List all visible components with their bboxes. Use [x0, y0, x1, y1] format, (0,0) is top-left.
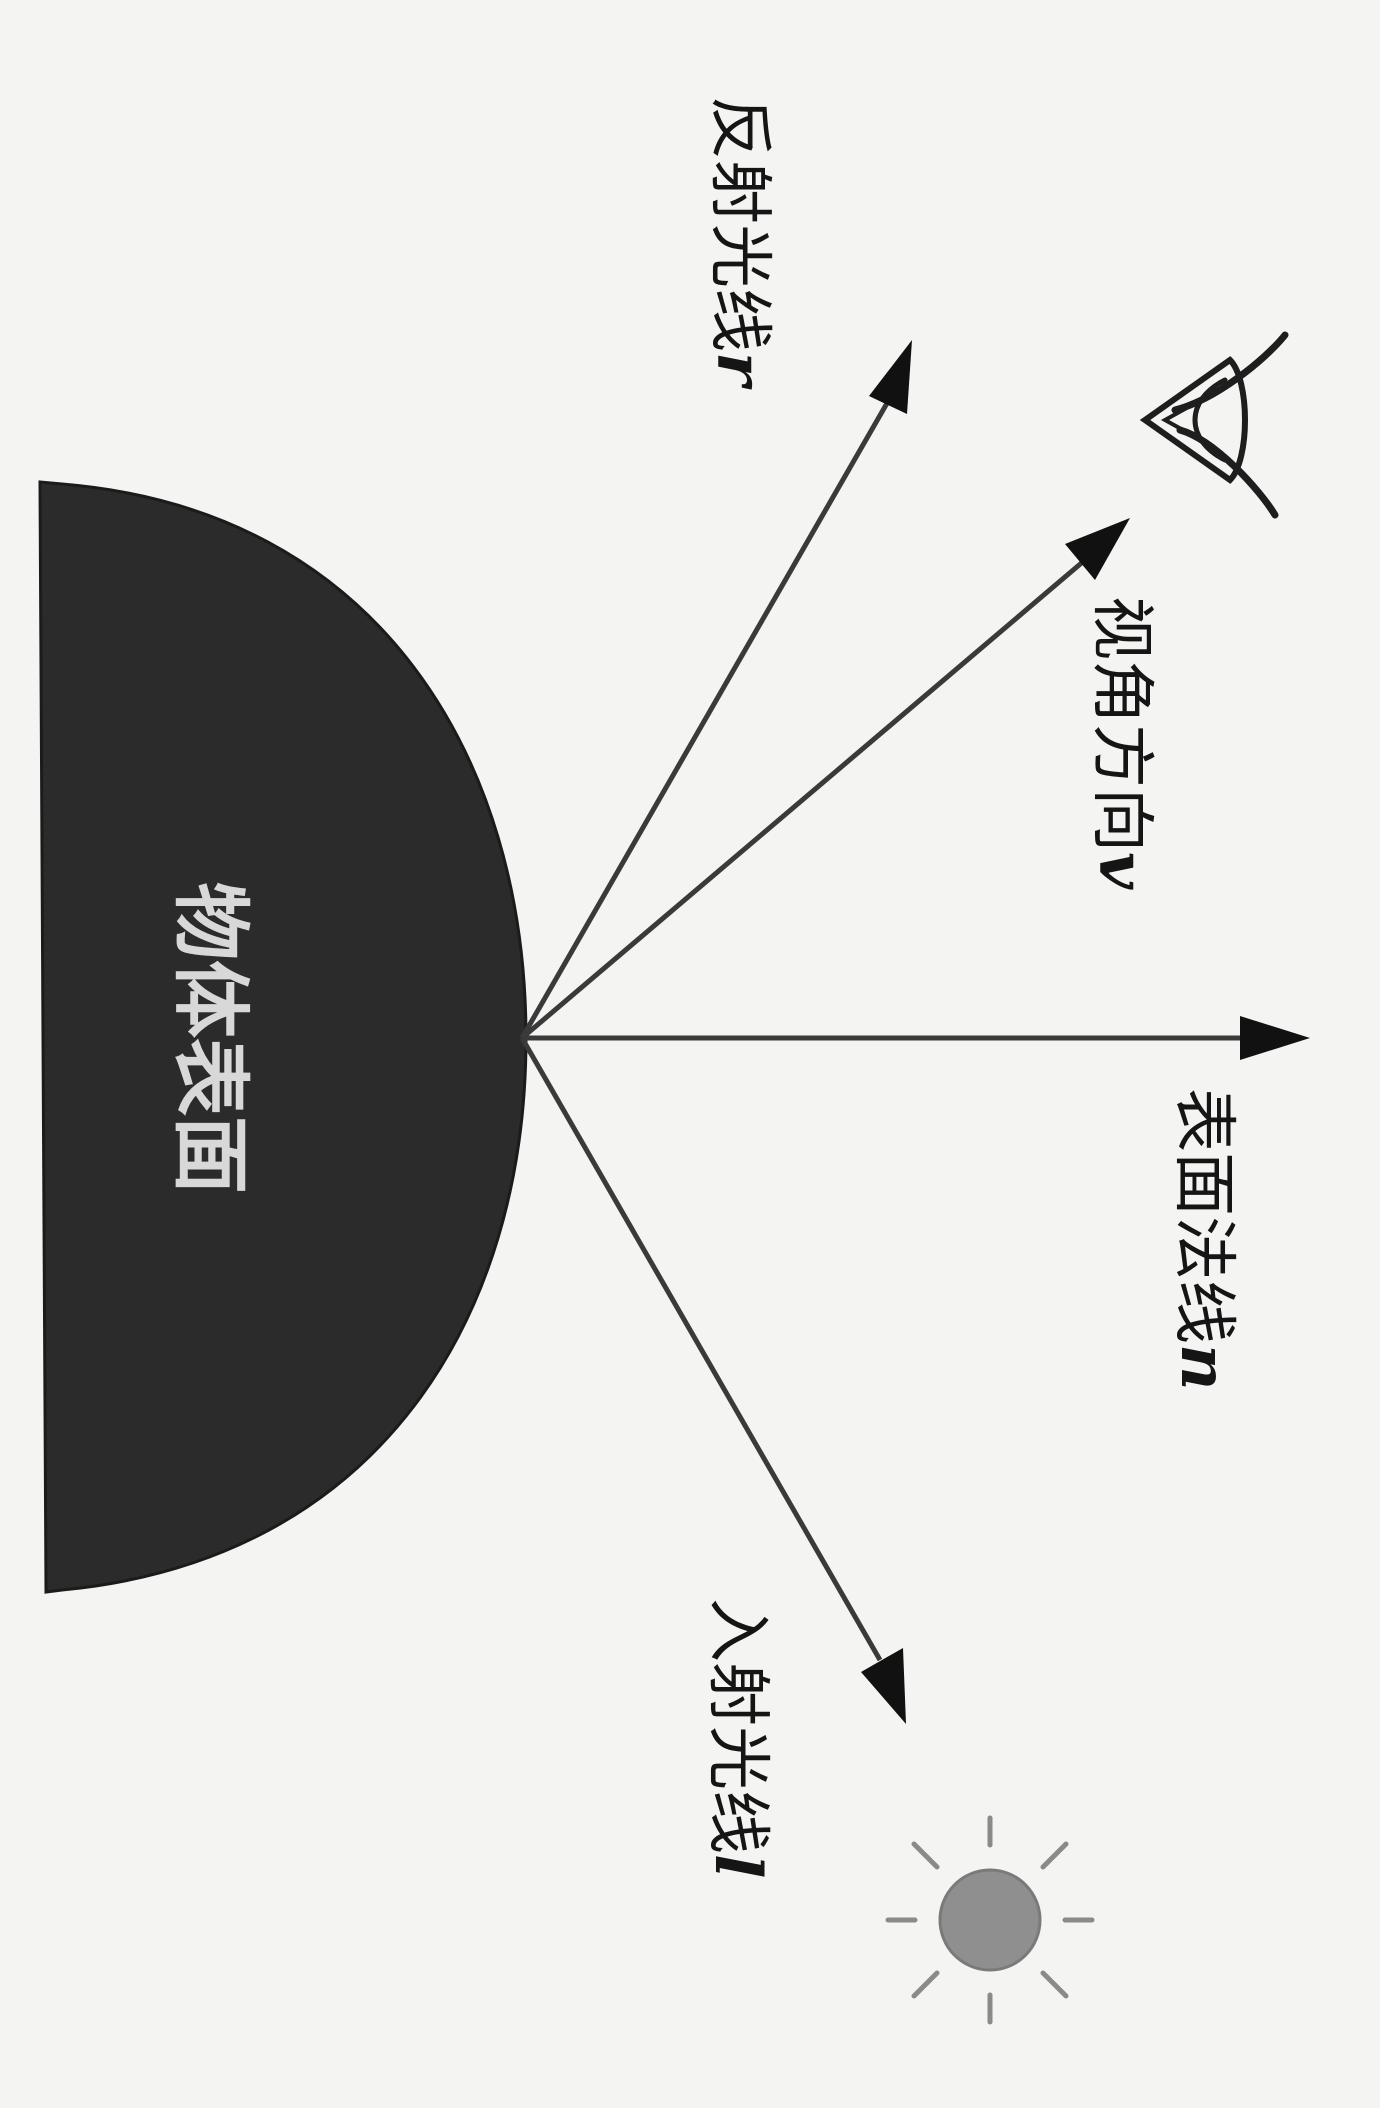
sun-icon	[885, 1815, 1095, 2025]
view-direction-label: 视角方向v	[1084, 596, 1159, 890]
reflected-ray	[519, 396, 893, 1040]
reflected-ray-label: 反射光线r	[702, 96, 777, 390]
incident-ray	[519, 1036, 883, 1662]
rays	[519, 340, 1310, 1724]
surface-normal-label: 表面法线n	[1166, 1088, 1241, 1391]
view-arrowhead	[1065, 518, 1130, 580]
reflected-arrowhead	[869, 340, 912, 414]
incident-ray-label: 入射光线l	[700, 1598, 775, 1878]
surface-label: 物体表面	[165, 882, 255, 1194]
incident-arrowhead	[861, 1648, 906, 1724]
object-surface	[38, 480, 528, 1594]
normal-arrowhead	[1240, 1016, 1310, 1060]
eye-icon	[1139, 331, 1289, 519]
view-ray	[520, 558, 1087, 1040]
